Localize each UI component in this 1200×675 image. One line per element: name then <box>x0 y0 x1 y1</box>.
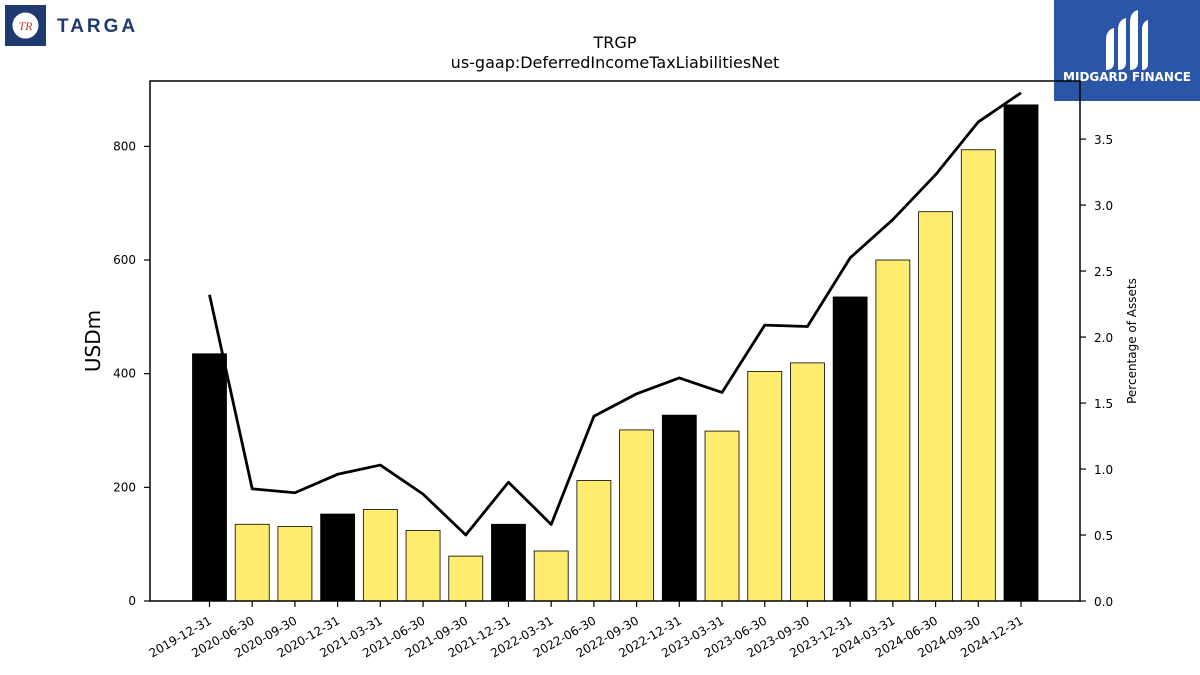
bar-2022-03-31 <box>533 550 569 602</box>
bar-2019-12-31 <box>192 353 227 602</box>
midgard-emblem-icon <box>1106 10 1148 70</box>
midgard-wordmark: MIDGARD FINANCE <box>1063 70 1191 84</box>
y2-tick-label: 1.5 <box>1094 397 1113 411</box>
y-axis-label: USDm <box>81 310 105 372</box>
targa-logo-graphic: TR TARGA <box>5 5 138 46</box>
x-axis: 2019-12-312020-06-302020-09-302020-12-31… <box>147 601 1026 660</box>
plot-frame <box>149 80 1081 602</box>
y2-tick-label: 0.0 <box>1094 595 1113 609</box>
y-tick-label: 400 <box>113 367 136 381</box>
bar-2020-06-30 <box>234 523 270 602</box>
y2-tick-label: 3.0 <box>1094 199 1113 213</box>
bar-2021-03-31 <box>362 509 398 602</box>
y2-tick-label: 2.0 <box>1094 331 1113 345</box>
y-tick-label: 200 <box>113 480 136 494</box>
line-percentage-of-assets <box>208 91 1022 537</box>
y2-tick-label: 1.0 <box>1094 463 1113 477</box>
bar-2024-12-31 <box>1003 104 1039 602</box>
line-group <box>208 91 1022 537</box>
y2-tick-label: 0.5 <box>1094 529 1113 543</box>
logo-wordmark: TARGA <box>57 16 138 37</box>
bar-2023-12-31 <box>832 296 868 602</box>
midgard-finance-logo: MIDGARD FINANCE <box>1054 0 1200 101</box>
bar-2020-12-31 <box>320 513 356 602</box>
y-tick-label: 0 <box>128 594 136 608</box>
y-tick-label: 800 <box>113 139 136 153</box>
y2-axis-label: Percentage of Assets <box>1125 278 1139 404</box>
y2-tick-label: 3.5 <box>1094 133 1113 147</box>
logo-mark: TR <box>18 19 33 33</box>
y-axis-left: 0 200 400 600 800 <box>113 139 150 608</box>
bars-group <box>192 104 1039 602</box>
bar-2022-09-30 <box>619 429 655 602</box>
bar-2023-09-30 <box>790 362 825 602</box>
bar-2022-06-30 <box>576 480 612 602</box>
midgard-logo-graphic: MIDGARD FINANCE <box>1063 10 1191 84</box>
bar-2024-09-30 <box>960 149 996 602</box>
bar-2024-03-31 <box>875 259 911 602</box>
bar-2021-09-30 <box>448 555 484 602</box>
targa-logo: TR TARGA <box>5 5 155 47</box>
bar-2023-06-30 <box>747 371 783 602</box>
chart-title: TRGP <box>593 33 637 52</box>
bar-2020-09-30 <box>277 526 313 602</box>
logo-circle-icon <box>10 10 41 41</box>
y2-tick-label: 2.5 <box>1094 265 1113 279</box>
chart-subtitle: us-gaap:DeferredIncomeTaxLiabilitiesNet <box>451 53 780 72</box>
y-axis-right: 0.0 0.5 1.0 1.5 2.0 2.5 3.0 3.5 <box>1080 133 1113 609</box>
bar-2024-06-30 <box>918 211 953 602</box>
bar-2021-06-30 <box>405 530 441 602</box>
y-tick-label: 600 <box>113 253 136 267</box>
bar-2021-12-31 <box>491 523 526 602</box>
bar-2023-03-31 <box>704 430 740 602</box>
bar-2022-12-31 <box>661 414 697 602</box>
